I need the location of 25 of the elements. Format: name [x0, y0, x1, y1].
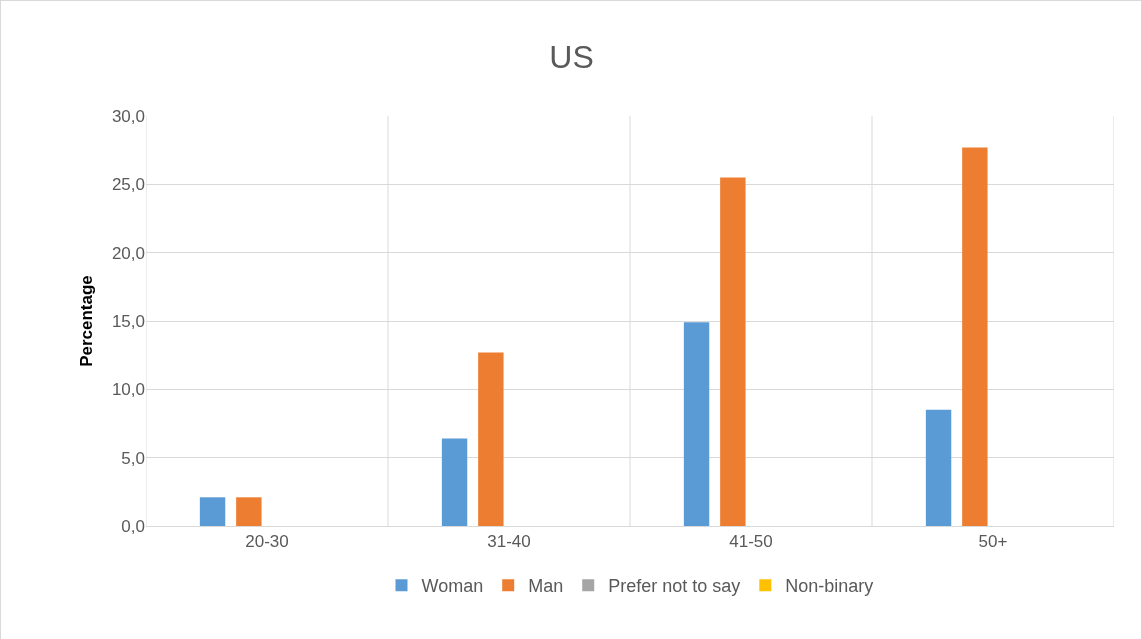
bar — [683, 322, 710, 526]
x-tick-label: 20-30 — [245, 532, 289, 552]
y-tick-label: 30,0 — [111, 106, 145, 126]
legend-label: Man — [528, 576, 564, 597]
bar — [925, 409, 952, 526]
y-tick-label: 0,0 — [121, 516, 145, 536]
chart-title: US — [549, 39, 594, 76]
bar — [962, 147, 988, 526]
legend-label: Prefer not to say — [608, 576, 741, 597]
x-tick-label: 31-40 — [487, 532, 531, 552]
x-tick-label: 41-50 — [729, 532, 773, 552]
y-tick-label: 25,0 — [111, 175, 145, 195]
y-tick-label: 15,0 — [111, 311, 145, 331]
bar — [478, 352, 504, 526]
legend-label: Non-binary — [785, 576, 874, 597]
x-tick-label: 50+ — [978, 532, 1008, 552]
bar — [720, 177, 746, 526]
bar — [236, 497, 262, 526]
legend-label: Woman — [421, 576, 484, 597]
y-tick-label: 20,0 — [111, 243, 145, 263]
y-axis-title: Percentage — [77, 275, 97, 367]
y-tick-label: 10,0 — [111, 380, 145, 400]
bar — [441, 438, 468, 526]
y-tick-label: 5,0 — [121, 448, 145, 468]
bar — [199, 497, 226, 526]
